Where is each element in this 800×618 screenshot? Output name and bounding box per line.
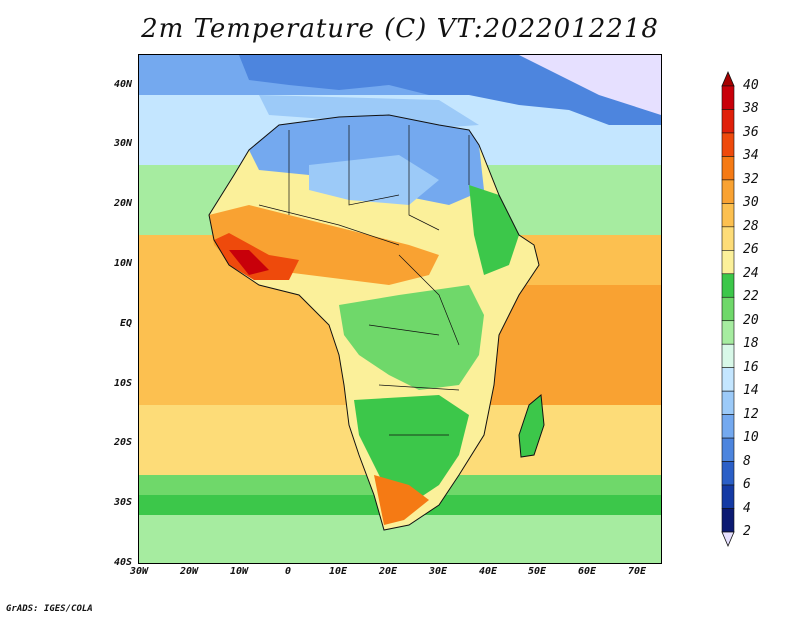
colorbar-label: 26 [743, 242, 759, 258]
colorbar-segment [721, 484, 735, 509]
colorbar-label: 40 [743, 78, 759, 93]
lat-tick-label: 40S [113, 557, 132, 568]
colorbar-segment [721, 273, 735, 298]
colorbar-label: 8 [743, 453, 751, 469]
colorbar-segment [721, 461, 735, 486]
lon-tick-label: 70E [627, 566, 647, 577]
lat-tick-label: 40N [113, 79, 132, 90]
lon-tick-label: 10E [328, 566, 348, 577]
colorbar-label: 6 [743, 477, 751, 493]
colorbar-label: 36 [743, 124, 759, 140]
colorbar-label: 18 [743, 336, 759, 352]
lat-tick-label: 30N [113, 138, 132, 149]
lat-tick-label: 10S [113, 378, 132, 389]
west-africa-hottest [214, 233, 299, 280]
lon-tick-label: 60E [577, 566, 597, 577]
colorbar-segment [721, 414, 735, 439]
colorbar-label: 12 [743, 406, 759, 422]
colorbar-segment [721, 85, 735, 110]
colorbar-segment [721, 343, 735, 368]
colorbar-label: 30 [743, 195, 759, 211]
west-africa-peak [229, 250, 269, 275]
lon-tick-label: 20E [378, 566, 398, 577]
asia-cold-region [519, 55, 661, 115]
africa-coastline [208, 114, 540, 531]
colorbar-label: 10 [743, 430, 759, 446]
lon-tick-label: 30E [428, 566, 448, 577]
colorbar-label: 28 [743, 218, 759, 234]
colorbar-label: 20 [743, 312, 759, 328]
lat-tick-label: 20N [113, 198, 132, 209]
colorbar-segment [721, 367, 735, 392]
lat-tick-label: 30S [113, 497, 132, 508]
colorbar-top-arrow [721, 70, 735, 87]
lon-tick-label: 20W [179, 566, 199, 577]
colorbar-segment [721, 390, 735, 415]
madagascar-coastline [518, 394, 545, 458]
lon-tick-label: 50E [527, 566, 547, 577]
colorbar-label: 14 [743, 383, 759, 399]
lat-tick-label: 10N [113, 258, 132, 269]
sahara-light [309, 155, 439, 205]
lon-tick-label: 10W [229, 566, 249, 577]
colorbar-segment [721, 250, 735, 275]
map-title: 2m Temperature (C) VT:2022012218 [141, 14, 659, 44]
colorbar-segment [721, 179, 735, 204]
lat-tick-label: 20S [113, 437, 132, 448]
colorbar-label: 2 [743, 524, 751, 539]
country-borders [258, 125, 470, 436]
colorbar-segment [721, 320, 735, 345]
colorbar-bottom-arrow [721, 531, 735, 548]
colorbar-segment [721, 109, 735, 134]
colorbar-segment [721, 437, 735, 462]
colorbar-label: 38 [743, 101, 759, 117]
colorbar-segment [721, 132, 735, 157]
credit-text: GrADS: IGES/COLA [6, 604, 93, 614]
temperature-colorbar [720, 62, 750, 556]
colorbar-label: 22 [743, 289, 759, 305]
colorbar-label: 24 [743, 265, 759, 281]
colorbar-segment [721, 508, 735, 533]
colorbar-label: 16 [743, 359, 759, 375]
east-africa-green [469, 185, 519, 275]
colorbar-segment [721, 203, 735, 228]
lat-tick-label: EQ [119, 318, 132, 329]
colorbar-segment [721, 226, 735, 251]
central-africa-green [339, 285, 484, 390]
temperature-map [138, 54, 662, 564]
colorbar-segment [721, 156, 735, 181]
colorbar-segment [721, 296, 735, 322]
lon-tick-label: 40E [478, 566, 498, 577]
colorbar-label: 34 [743, 148, 759, 164]
madagascar [519, 395, 544, 457]
lon-tick-label: 30W [129, 566, 149, 577]
mediterranean-region [259, 95, 479, 130]
colorbar-label: 4 [743, 500, 751, 516]
south-africa-warm [374, 475, 429, 525]
lon-tick-label: 0 [284, 566, 292, 577]
colorbar-label: 32 [743, 171, 759, 187]
